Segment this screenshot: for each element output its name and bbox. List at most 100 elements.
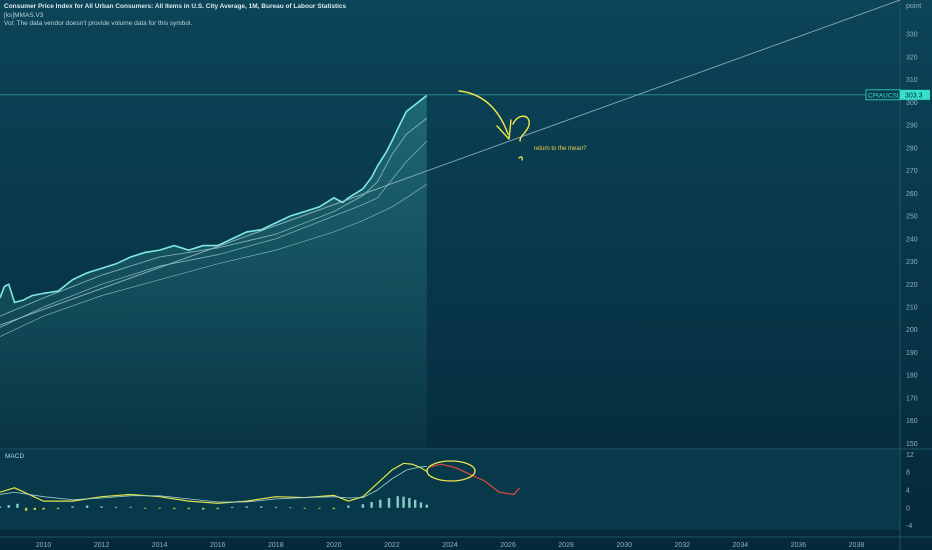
macd-histogram-bar [347,505,350,508]
x-tick-label: 2012 [94,542,110,549]
macd-histogram-bar [379,499,382,508]
x-tick-label: 2036 [791,542,807,549]
y-tick-label: 190 [906,350,918,357]
x-tick-label: 2032 [674,542,690,549]
y-tick-label: 200 [906,327,918,334]
macd-histogram-bar [158,507,161,509]
moving-average-line [0,140,428,328]
y-tick-label: 280 [906,145,918,152]
symbol-title[interactable]: Consumer Price Index for All Urban Consu… [4,3,347,10]
macd-histogram-bar [114,506,118,508]
moving-average-line [0,117,428,317]
macd-histogram-bar [303,507,307,509]
macd-histogram-bar [33,507,37,510]
y-tick-label: 210 [906,305,918,312]
x-tick-label: 2024 [442,542,458,549]
signal-line [0,466,427,503]
y-tick-label: 180 [906,373,918,380]
arrow-stroke [458,90,509,135]
macd-histogram-bar [332,507,336,510]
macd-histogram-bar [425,504,428,508]
macd-y-tick-label: 0 [906,505,910,512]
macd-line [0,462,428,504]
x-tick-label: 2028 [558,542,574,549]
macd-histogram-bar [289,507,292,509]
macd-histogram-bar [42,507,45,510]
macd-histogram-bar [396,496,399,508]
macd-projection-line [429,463,521,496]
annotation-text: return to the mean? [534,146,587,152]
moving-average-line [0,183,427,337]
macd-y-tick-label: 12 [906,452,914,459]
macd-histogram-bar [413,499,417,508]
y-tick-label: 240 [906,236,918,243]
x-tick-label: 2034 [733,542,749,549]
x-tick-label: 2030 [616,542,632,549]
chart-legend: Consumer Price Index for All Urban Consu… [4,3,346,29]
cpi-price-line [0,94,428,304]
indicator-label[interactable]: [ks]MMAS.V3 [4,11,44,19]
macd-y-tick-label: 8 [906,470,910,477]
macd-histogram-bar [408,498,411,508]
macd-histogram-bar [274,506,278,508]
macd-y-tick-label: 4 [906,488,910,495]
y-tick-label: 220 [906,282,918,289]
macd-pane-label[interactable]: MACD [5,453,25,460]
y-tick-label: 160 [906,418,918,425]
y-tick-label: 260 [906,191,918,198]
x-tick-label: 2026 [500,542,516,549]
macd-histogram-bar [216,507,219,510]
x-tick-label: 2014 [152,542,168,549]
y-tick-label: 300 [906,100,918,107]
macd-histogram-bar [318,507,321,509]
macd-histogram-bar [56,507,60,510]
y-tick-label: 330 [906,32,918,39]
macd-histogram-bar [260,506,263,508]
macd-histogram-bar [71,506,74,508]
x-tick-label: 2018 [268,542,284,549]
macd-histogram-bar [370,502,373,508]
macd-histogram-bar [361,504,365,508]
symbol-tag-text: CPIAUCSL [868,92,901,99]
cpi-area-fill [0,95,427,448]
macd-histogram-bar [231,506,234,508]
macd-histogram-bar [387,498,391,508]
macd-histogram-bar [129,506,132,508]
macd-histogram-bar [7,505,10,508]
y-tick-label: 170 [906,395,918,402]
macd-histogram-bar [402,496,405,508]
macd-histogram-bar [245,506,248,508]
macd-y-tick-label: -4 [906,523,912,530]
trendline [0,0,901,326]
price-tag [900,89,930,100]
x-tick-label: 2022 [384,542,400,549]
x-tick-label: 2010 [36,542,52,549]
macd-histogram-bar [0,506,2,508]
y-tick-label: 320 [906,54,918,61]
x-tick-label: 2020 [326,542,342,549]
macd-histogram-bar [419,502,423,508]
y-tick-label: 270 [906,168,918,175]
macd-circle-annotation [426,460,476,482]
macd-histogram-bar [16,503,19,508]
y-tick-label: 290 [906,123,918,130]
macd-histogram-bar [172,507,176,510]
arrow-head [496,119,512,140]
macd-histogram-bar [143,507,147,509]
y-tick-label: 150 [906,441,918,448]
macd-pane-background [0,450,900,530]
question-mark-dot [518,156,523,161]
scale-mode-label: point [906,3,921,10]
y-tick-label: 230 [906,259,918,266]
x-tick-label: 2038 [849,542,865,549]
y-tick-label: 250 [906,214,918,221]
y-tick-label: 310 [906,77,918,84]
macd-histogram-bar [85,505,89,508]
macd-histogram-bar [100,506,103,508]
price-tag-value: 303.3 [905,92,923,99]
macd-histogram-bar [187,507,190,510]
macd-histogram-bar [202,507,205,510]
volume-note: Vol: The data vendor doesn't provide vol… [4,20,193,27]
